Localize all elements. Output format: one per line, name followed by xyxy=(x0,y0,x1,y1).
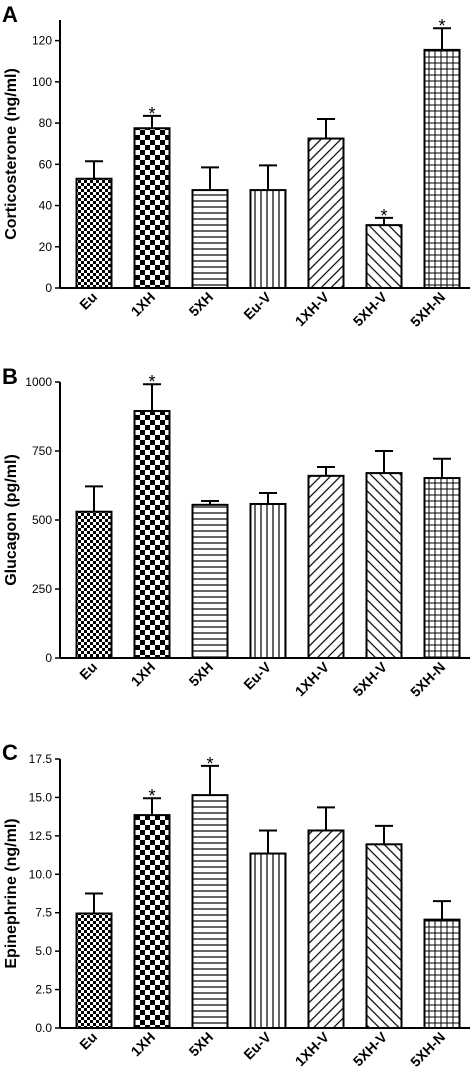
y-tick-label: 5.0 xyxy=(35,944,52,958)
x-tick-label: 1XH xyxy=(128,1029,159,1060)
bar-1xh xyxy=(133,409,171,660)
y-tick-label: 1000 xyxy=(25,375,52,389)
y-tick-label: 40 xyxy=(39,199,53,213)
x-tick-label: 1XH xyxy=(128,289,159,320)
bar-eu-v xyxy=(249,502,287,659)
significance-marker: * xyxy=(380,206,387,226)
significance-marker: * xyxy=(206,754,213,774)
bar-1xh-v xyxy=(307,474,345,659)
x-tick-label: Eu-V xyxy=(240,288,274,322)
x-tick-label: 1XH-V xyxy=(292,288,333,329)
x-tick-label: 1XH-V xyxy=(292,658,333,699)
bar-5xh xyxy=(191,794,229,1029)
chart-panel-a: A Corticosterone (ng/ml) 0 20 40 60 80 100 120 Eu… xyxy=(2,2,470,330)
bar-1xh-v xyxy=(307,137,345,289)
bar-1xh-v xyxy=(307,829,345,1030)
y-tick-label: 500 xyxy=(32,513,52,527)
bar-eu xyxy=(75,912,113,1029)
bar-5xh-v xyxy=(365,224,403,289)
chart-panel-c: C Epinephrine (ng/ml) 0.0 2.5 5.0 7.5 10.0 12.5… xyxy=(2,740,470,1070)
chart-panel-b: B Glucagon (pg/ml) 0 250 500 750 1000 Eu * 1XH 5XH… xyxy=(2,364,470,700)
significance-marker: * xyxy=(148,786,155,806)
y-tick-label: 20 xyxy=(39,240,53,254)
bar-1xh xyxy=(133,127,171,289)
y-tick-label: 7.5 xyxy=(35,906,52,920)
x-tick-label: 5XH-V xyxy=(350,658,391,699)
x-tick-label: 1XH xyxy=(128,659,159,690)
bar-eu-v xyxy=(249,189,287,289)
y-tick-label: 60 xyxy=(39,157,53,171)
x-tick-label: Eu xyxy=(76,289,100,313)
y-tick-label: 250 xyxy=(32,582,52,596)
bar-5xh-n xyxy=(423,477,461,659)
x-tick-label: 5XH-N xyxy=(407,289,448,330)
y-axis-label: Corticosterone (ng/ml) xyxy=(3,68,20,240)
y-tick-label: 0.0 xyxy=(35,1021,52,1035)
x-tick-label: Eu xyxy=(76,1029,100,1053)
y-tick-label: 12.5 xyxy=(29,829,53,843)
y-tick-label: 0 xyxy=(45,281,52,295)
panel-label: A xyxy=(2,2,18,27)
significance-marker: * xyxy=(148,104,155,124)
y-tick-label: 100 xyxy=(32,75,52,89)
y-tick-label: 120 xyxy=(32,34,52,48)
bar-eu-v xyxy=(249,852,287,1030)
x-tick-label: Eu-V xyxy=(240,658,274,692)
panel-label: B xyxy=(2,364,18,389)
x-tick-label: 5XH xyxy=(186,1029,217,1060)
y-tick-label: 80 xyxy=(39,116,53,130)
bar-5xh-v xyxy=(365,472,403,659)
x-tick-label: 5XH-N xyxy=(407,659,448,700)
y-axis-label: Epinephrine (ng/ml) xyxy=(3,818,20,968)
x-tick-label: Eu-V xyxy=(240,1028,274,1062)
y-tick-label: 2.5 xyxy=(35,983,52,997)
bar-5xh-n xyxy=(423,48,461,290)
bar-1xh xyxy=(133,814,171,1029)
bar-5xh xyxy=(191,189,229,289)
panel-label: C xyxy=(2,740,18,765)
y-axis-label: Glucagon (pg/ml) xyxy=(3,454,20,586)
x-tick-label: 5XH xyxy=(186,659,217,690)
significance-marker: * xyxy=(438,16,445,36)
bar-5xh-v xyxy=(365,843,403,1029)
bar-eu xyxy=(75,177,113,289)
y-tick-label: 0 xyxy=(45,651,52,665)
x-tick-label: 5XH-N xyxy=(407,1029,448,1070)
x-tick-label: Eu xyxy=(76,659,100,683)
x-tick-label: 1XH-V xyxy=(292,1028,333,1069)
x-tick-label: 5XH-V xyxy=(350,1028,391,1069)
y-tick-label: 15.0 xyxy=(29,790,53,804)
y-tick-label: 10.0 xyxy=(29,867,53,881)
y-tick-label: 750 xyxy=(32,444,52,458)
significance-marker: * xyxy=(148,372,155,392)
x-tick-label: 5XH xyxy=(186,289,217,320)
bar-5xh-n xyxy=(423,918,461,1029)
bar-5xh xyxy=(191,503,229,659)
bar-eu xyxy=(75,510,113,659)
y-tick-label: 17.5 xyxy=(29,752,53,766)
x-tick-label: 5XH-V xyxy=(350,288,391,329)
